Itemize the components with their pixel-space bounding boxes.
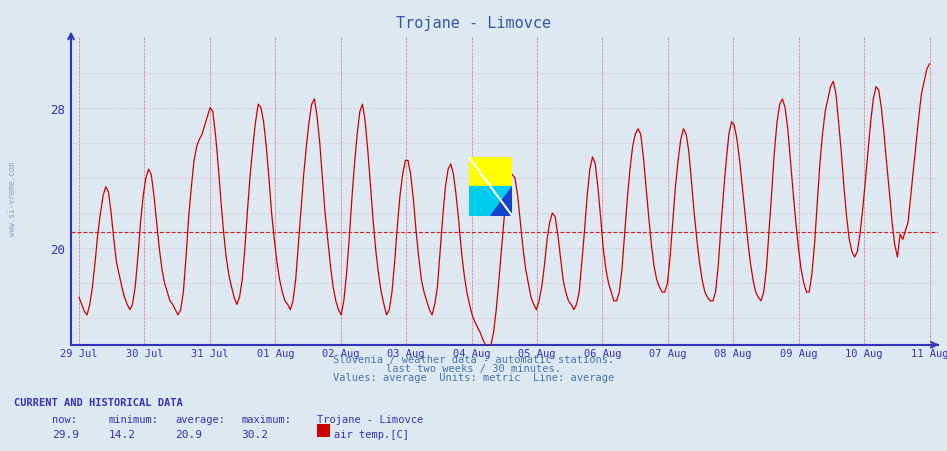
Polygon shape [469,187,512,216]
Text: www.si-vreme.com: www.si-vreme.com [8,161,17,235]
Text: air temp.[C]: air temp.[C] [334,429,409,439]
Text: CURRENT AND HISTORICAL DATA: CURRENT AND HISTORICAL DATA [14,397,183,407]
Polygon shape [469,158,512,187]
Text: maximum:: maximum: [241,414,292,424]
Polygon shape [469,158,491,187]
Text: now:: now: [52,414,77,424]
Text: 20.9: 20.9 [175,429,203,439]
Polygon shape [491,187,512,216]
Text: 30.2: 30.2 [241,429,269,439]
Text: Trojane - Limovce: Trojane - Limovce [396,16,551,31]
Text: average:: average: [175,414,225,424]
Text: Trojane - Limovce: Trojane - Limovce [317,414,423,424]
Text: 29.9: 29.9 [52,429,80,439]
Text: Values: average  Units: metric  Line: average: Values: average Units: metric Line: aver… [333,372,614,382]
Text: last two weeks / 30 minutes.: last two weeks / 30 minutes. [386,363,561,373]
Text: 14.2: 14.2 [109,429,136,439]
Text: minimum:: minimum: [109,414,159,424]
Text: Slovenia / weather data - automatic stations.: Slovenia / weather data - automatic stat… [333,354,614,364]
